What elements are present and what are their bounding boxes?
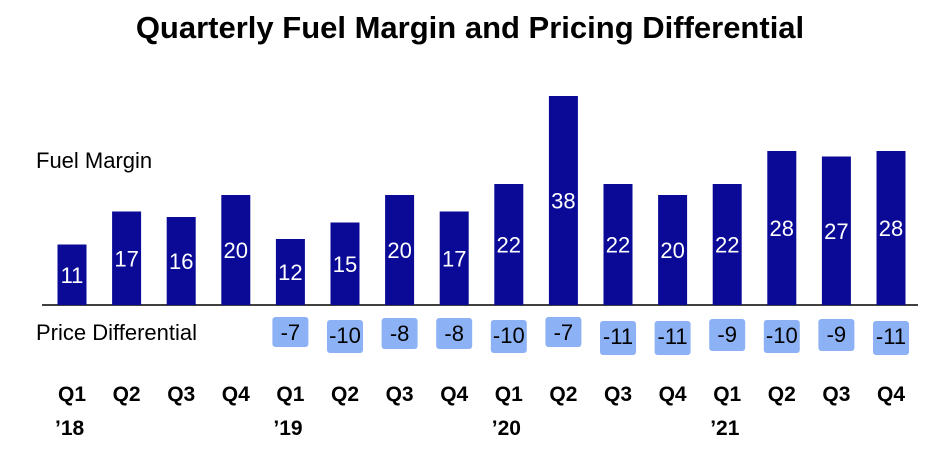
- fuel-margin-bar: [57, 244, 87, 305]
- x-tick-quarter-label: Q1: [276, 383, 304, 406]
- price-differential-bar: [763, 320, 800, 353]
- fuel-margin-series-label: Fuel Margin: [36, 148, 152, 173]
- x-tick-quarter-label: Q2: [113, 383, 141, 406]
- x-tick-quarter-label: Q3: [386, 383, 414, 406]
- x-tick-quarter-label: Q2: [549, 383, 577, 406]
- x-tick-quarter-label: Q3: [167, 383, 195, 406]
- price-differential-bar: [272, 317, 309, 347]
- fuel-margin-value-label: 20: [387, 238, 411, 263]
- fuel-margin-value-label: 22: [606, 233, 630, 258]
- fuel-margin-value-label: 17: [114, 246, 138, 271]
- x-tick-year-label: ’20: [492, 417, 521, 440]
- fuel-margin-value-label: 11: [61, 263, 84, 288]
- price-differential-bar: [545, 317, 582, 347]
- fuel-margin-bar: [275, 239, 305, 305]
- price-differential-bar: [327, 320, 363, 353]
- x-tick-year-label: ’19: [273, 417, 302, 440]
- x-tick-quarter-label: Q1: [58, 383, 86, 406]
- x-tick-quarter-label: Q1: [713, 383, 741, 406]
- fuel-margin-bar: [494, 184, 524, 305]
- fuel-margin-value-label: 16: [169, 249, 193, 274]
- price-differential-bar: [436, 318, 473, 349]
- x-tick-quarter-label: Q4: [222, 383, 250, 406]
- price-differential-bar: [600, 321, 636, 355]
- price-differential-value-label: -11: [658, 324, 688, 349]
- x-axis-ticks: Q1 ’18 Q2 Q3 Q4 Q1 ’19 Q2 Q3 Q4 Q1 ’20 Q2 Q3 Q4 Q1 ’21 Q2…: [55, 383, 905, 440]
- price-differential-value-label: -7: [281, 320, 301, 345]
- price-differential-bar: [381, 318, 418, 349]
- fuel-margin-bar: [166, 217, 196, 305]
- price-differential-bar: [654, 321, 691, 355]
- x-tick-quarter-label: Q1: [495, 383, 523, 406]
- x-tick-year-label: ’18: [55, 417, 85, 440]
- x-tick-quarter-label: Q4: [659, 383, 687, 406]
- fuel-margin-value-label: 28: [879, 216, 903, 241]
- fuel-margin-value-label: 20: [224, 238, 248, 263]
- fuel-margin-value-label: 15: [333, 252, 357, 277]
- fuel-margin-bar: [112, 211, 142, 305]
- price-differential-value-label: -10: [329, 323, 361, 348]
- fuel-margin-bar: [221, 195, 251, 305]
- fuel-margin-value-label: 27: [824, 219, 848, 244]
- x-tick-year-label: ’21: [710, 417, 740, 440]
- price-differential-value-label: -9: [827, 322, 847, 347]
- fuel-margin-bar: [876, 151, 906, 305]
- fuel-margin-value-label: 38: [551, 189, 575, 214]
- fuel-margin-value-label: 28: [770, 216, 794, 241]
- fuel-margin-bar: [658, 195, 688, 305]
- fuel-margin-value-label: 20: [660, 238, 684, 263]
- x-tick-quarter-label: Q2: [768, 383, 796, 406]
- price-differential-value-label: -10: [493, 323, 525, 348]
- fuel-margin-value-label: 17: [442, 246, 466, 271]
- fuel-margin-bar: [385, 195, 415, 305]
- price-differential-bar: [818, 319, 855, 351]
- x-tick-quarter-label: Q3: [822, 383, 850, 406]
- price-differential-bar: [873, 321, 909, 355]
- fuel-margin-bar: [330, 222, 360, 305]
- price-differential-value-label: -8: [390, 321, 410, 346]
- chart-title: Quarterly Fuel Margin and Pricing Differ…: [135, 10, 805, 45]
- price-differential-value-label: -11: [876, 324, 906, 349]
- fuel-margin-value-label: 12: [278, 260, 302, 285]
- price-differential-value-label: -10: [766, 323, 798, 348]
- fuel-margin-bar: [712, 184, 742, 305]
- price-differential-series-label: Price Differential: [36, 320, 197, 345]
- bars-group: 11 17 16 20 12 -7 15 -10 20 -8 17 -8 22 -10 38 -7 22 -11 2…: [57, 96, 909, 355]
- fuel-margin-bar: [767, 151, 797, 305]
- fuel-margin-value-label: 22: [497, 233, 521, 258]
- x-tick-quarter-label: Q3: [604, 383, 632, 406]
- x-tick-quarter-label: Q2: [331, 383, 359, 406]
- price-differential-bar: [709, 319, 746, 351]
- x-tick-quarter-label: Q4: [877, 383, 905, 406]
- x-tick-quarter-label: Q4: [440, 383, 468, 406]
- price-differential-value-label: -7: [554, 320, 574, 345]
- fuel-margin-bar: [603, 184, 633, 305]
- fuel-margin-bar: [548, 96, 578, 305]
- fuel-margin-value-label: 22: [715, 233, 739, 258]
- price-differential-value-label: -11: [603, 324, 633, 349]
- fuel-margin-bar: [439, 211, 469, 305]
- price-differential-bar: [490, 320, 527, 353]
- price-differential-value-label: -8: [444, 321, 464, 346]
- fuel-margin-bar: [821, 156, 851, 305]
- price-differential-value-label: -9: [717, 322, 737, 347]
